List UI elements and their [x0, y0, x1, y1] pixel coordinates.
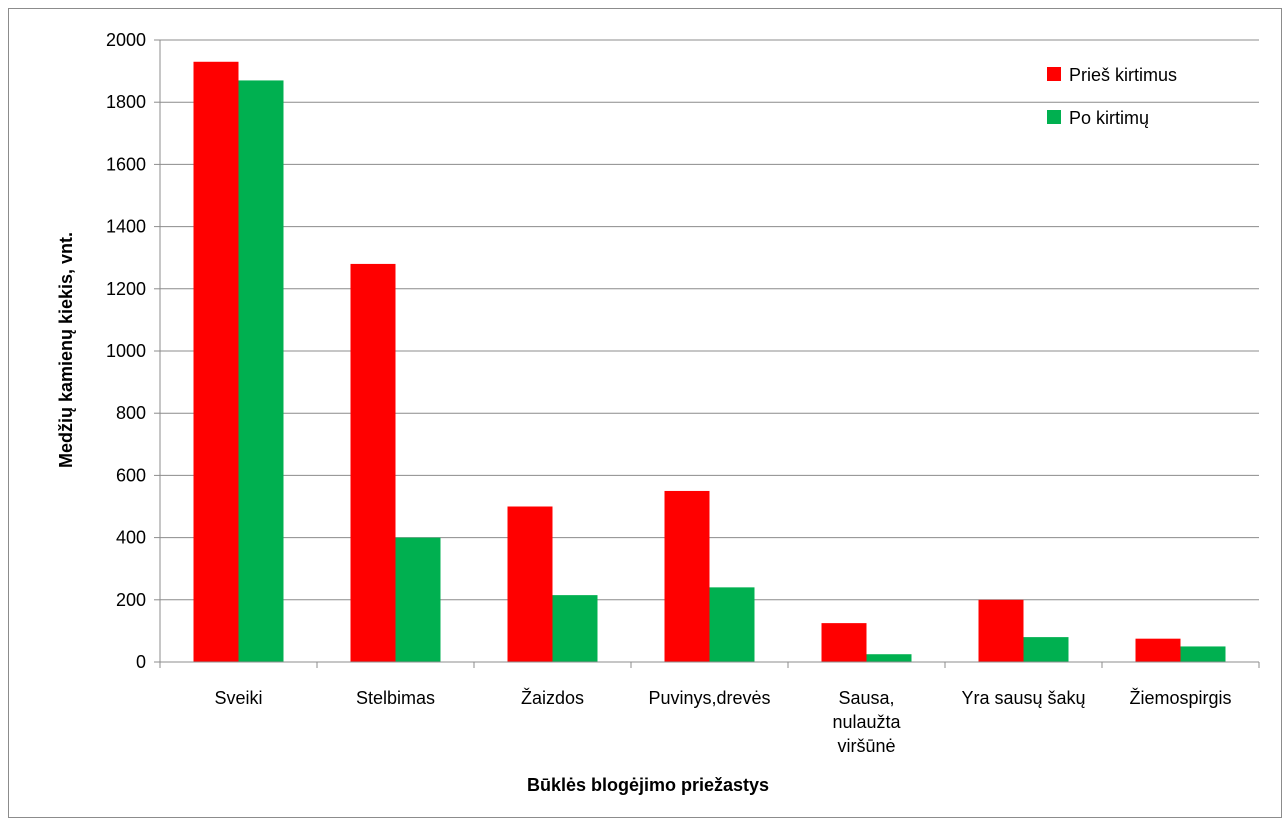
y-tick-label: 400: [116, 528, 146, 548]
x-category-label: Sausa, nulaužta viršūnė: [832, 688, 901, 756]
bar-pries-kirtimus: [664, 490, 710, 662]
x-category-labels: Sveiki Stelbimas Žaizdos Puvinys,drevės Saus…: [214, 688, 1231, 756]
y-tick-label: 1200: [106, 279, 146, 299]
y-tick-label: 1000: [106, 341, 146, 361]
y-tick-label: 200: [116, 590, 146, 610]
y-tick-label: 600: [116, 465, 146, 485]
bar-po-kirtimu: [1180, 646, 1226, 662]
y-tick-label: 1600: [106, 154, 146, 174]
axes: [159, 40, 1260, 668]
bar-po-kirtimu: [395, 537, 441, 662]
legend: Prieš kirtimus Po kirtimų: [1047, 65, 1177, 128]
legend-swatch: [1047, 67, 1061, 81]
y-tick-label: 2000: [106, 30, 146, 50]
x-category-label: Sveiki: [214, 688, 262, 708]
x-axis-title: Būklės blogėjimo priežastys: [527, 775, 769, 795]
y-axis-title: Medžių kamienų kiekis, vnt.: [56, 232, 76, 468]
legend-label: Prieš kirtimus: [1069, 65, 1177, 85]
y-tick-labels: 0 200 400 600 800 1000 1200 1400 1600 1800 2000: [106, 30, 146, 672]
x-category-label: Žaizdos: [521, 688, 584, 708]
bar-pries-kirtimus: [350, 263, 396, 662]
bar-po-kirtimu: [866, 654, 912, 662]
bar-po-kirtimu: [238, 80, 284, 663]
x-category-label: Stelbimas: [356, 688, 435, 708]
y-tick-label: 1400: [106, 217, 146, 237]
bar-pries-kirtimus: [507, 506, 553, 662]
bar-pries-kirtimus: [978, 599, 1024, 662]
bar-po-kirtimu: [552, 595, 598, 662]
bar-pries-kirtimus: [821, 623, 867, 662]
bar-po-kirtimu: [1023, 637, 1069, 662]
x-category-label: Yra sausų šakų: [961, 688, 1085, 708]
y-tick-label: 0: [136, 652, 146, 672]
y-tick-label: 1800: [106, 92, 146, 112]
x-category-label: Žiemospirgis: [1129, 688, 1231, 708]
x-category-label: Puvinys,drevės: [648, 688, 770, 708]
y-tick-label: 800: [116, 403, 146, 423]
bar-po-kirtimu: [709, 587, 755, 662]
legend-label: Po kirtimų: [1069, 108, 1149, 128]
gridlines: [154, 39, 1259, 663]
bars: [193, 61, 1226, 663]
bar-pries-kirtimus: [193, 61, 239, 662]
bar-pries-kirtimus: [1135, 638, 1181, 662]
legend-swatch: [1047, 110, 1061, 124]
